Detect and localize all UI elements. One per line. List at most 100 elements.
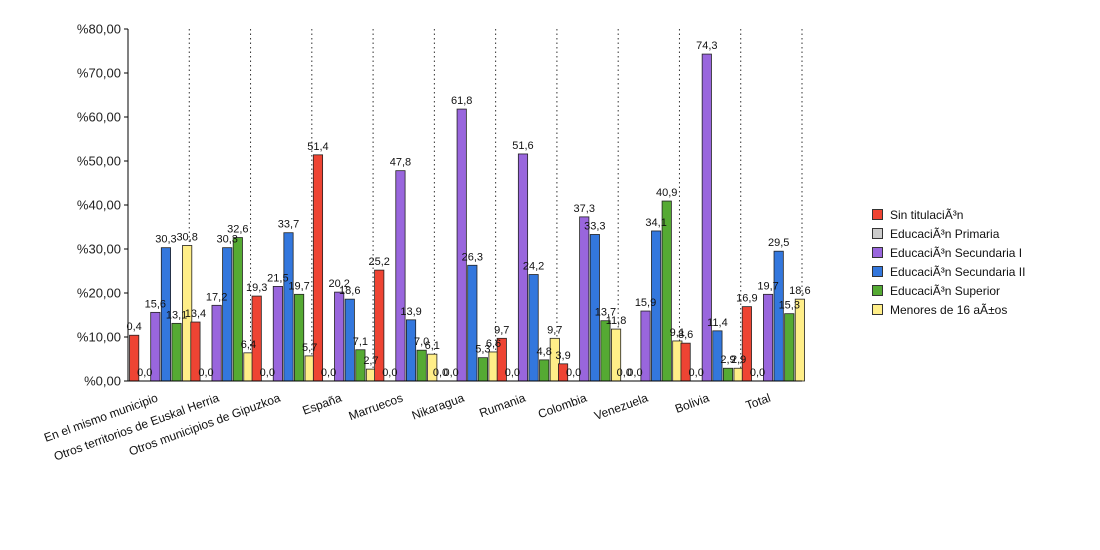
legend-swatch <box>872 304 883 315</box>
value-label: 0,0 <box>505 367 520 379</box>
value-label: 19,7 <box>757 280 778 292</box>
legend-item: EducaciÃ³n Secundaria II <box>872 262 1025 281</box>
legend-label: EducaciÃ³n Secundaria II <box>890 264 1026 279</box>
value-label: 11,8 <box>606 315 627 327</box>
grid-lines <box>188 29 803 381</box>
x-tick-label: Venezuela <box>592 391 650 423</box>
x-tick-label: Total <box>744 391 773 413</box>
value-label: 26,3 <box>462 251 483 263</box>
value-label: 15,3 <box>779 300 800 312</box>
bar <box>773 250 784 382</box>
value-label: 25,2 <box>369 256 390 268</box>
y-tick-label: %10,00 <box>77 330 121 345</box>
value-label: 0,0 <box>433 367 448 379</box>
legend-label: Sin titulaciÃ³n <box>890 207 964 222</box>
value-label: 21,5 <box>267 272 288 284</box>
value-label: 18,6 <box>789 285 810 297</box>
value-label: 6,6 <box>486 338 501 350</box>
y-tick-label: %20,00 <box>77 286 121 301</box>
y-tick-label: %70,00 <box>77 66 121 81</box>
value-label: 9,7 <box>494 324 509 336</box>
bar <box>283 232 294 382</box>
value-label: 18,6 <box>339 285 360 297</box>
legend-swatch <box>872 285 883 296</box>
value-label: 2,7 <box>363 355 378 367</box>
value-label: 2,9 <box>720 354 735 366</box>
bar <box>222 247 233 382</box>
legend-label: Menores de 16 aÃ±os <box>890 302 1008 317</box>
bar <box>701 53 712 382</box>
value-label: 9,7 <box>547 324 562 336</box>
value-label: 5,7 <box>302 342 317 354</box>
value-label: 61,8 <box>451 95 472 107</box>
value-label: 74,3 <box>696 40 717 52</box>
value-label: 20,2 <box>328 278 349 290</box>
x-tick-label: Rumania <box>477 391 527 421</box>
value-label: 37,3 <box>574 203 595 215</box>
value-label: 19,7 <box>288 280 309 292</box>
value-label: 8,6 <box>678 329 693 341</box>
value-label: 19,3 <box>246 282 267 294</box>
value-label: 5,3 <box>475 344 490 356</box>
legend-swatch <box>872 247 883 258</box>
value-labels: 0,40,015,630,313,130,813,40,017,230,332,… <box>127 40 811 379</box>
value-label: 15,6 <box>145 298 166 310</box>
legend-swatch <box>872 228 883 239</box>
y-tick-label: %30,00 <box>77 242 121 257</box>
value-label: 0,4 <box>127 321 142 333</box>
x-tick-label: Marruecos <box>347 391 405 424</box>
value-label: 30,8 <box>176 231 197 243</box>
y-tick-label: %80,00 <box>77 22 121 37</box>
bar <box>528 274 539 382</box>
value-label: 15,9 <box>635 297 656 309</box>
legend-item: EducaciÃ³n Secundaria I <box>872 243 1025 262</box>
value-label: 0,0 <box>617 367 632 379</box>
bar <box>467 264 478 382</box>
value-label: 32,6 <box>227 224 248 236</box>
y-tick-label: %40,00 <box>77 198 121 213</box>
legend-item: EducaciÃ³n Superior <box>872 281 1025 300</box>
value-label: 16,9 <box>736 293 757 305</box>
value-label: 0,0 <box>382 367 397 379</box>
value-label: 3,9 <box>555 350 570 362</box>
bar <box>722 367 734 382</box>
value-label: 0,0 <box>321 367 336 379</box>
y-tick-label: %0,00 <box>84 374 121 389</box>
value-label: 9,1 <box>670 327 685 339</box>
legend: Sin titulaciÃ³n EducaciÃ³n Primaria Educac… <box>872 205 1025 319</box>
bar <box>416 349 427 382</box>
value-label: 13,9 <box>400 306 421 318</box>
value-label: 2,9 <box>731 354 746 366</box>
legend-item: Sin titulaciÃ³n <box>872 205 1025 224</box>
bar <box>600 320 611 382</box>
legend-label: EducaciÃ³n Primaria <box>890 226 1000 241</box>
value-label: 0,0 <box>198 367 213 379</box>
value-label: 0,0 <box>260 367 275 379</box>
value-label: 11,4 <box>707 317 728 329</box>
legend-swatch <box>872 266 883 277</box>
value-label: 51,4 <box>307 141 328 153</box>
value-label: 6,4 <box>241 339 256 351</box>
bar <box>456 108 467 382</box>
value-label: 17,2 <box>206 291 227 303</box>
value-label: 6,1 <box>425 340 440 352</box>
value-label: 24,2 <box>523 261 544 273</box>
value-label: 0,0 <box>750 367 765 379</box>
value-label: 13,7 <box>595 307 616 319</box>
value-label: 13,4 <box>185 308 206 320</box>
value-label: 47,8 <box>390 157 411 169</box>
bar <box>294 293 305 382</box>
x-tick-label: España <box>300 391 343 418</box>
value-label: 0,0 <box>137 367 152 379</box>
legend-item: Menores de 16 aÃ±os <box>872 300 1025 319</box>
y-axis: %0,00 %10,00 %20,00 %30,00 %40,00 %50,00 %60,0… <box>77 22 129 389</box>
bar <box>477 357 488 382</box>
value-label: 4,8 <box>537 346 552 358</box>
bar <box>405 319 417 382</box>
value-label: 30,3 <box>155 234 176 246</box>
bar <box>539 359 550 382</box>
bar <box>784 313 795 382</box>
value-label: 33,3 <box>584 220 605 232</box>
legend-swatch <box>872 209 883 220</box>
